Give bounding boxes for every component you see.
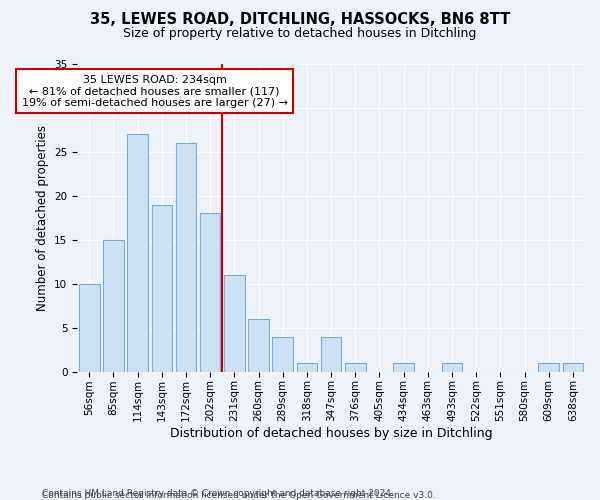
Bar — [248, 319, 269, 372]
Text: 35, LEWES ROAD, DITCHLING, HASSOCKS, BN6 8TT: 35, LEWES ROAD, DITCHLING, HASSOCKS, BN6… — [90, 12, 510, 28]
Y-axis label: Number of detached properties: Number of detached properties — [35, 125, 49, 311]
Bar — [176, 143, 196, 372]
Bar — [563, 363, 583, 372]
Bar — [442, 363, 462, 372]
Bar — [394, 363, 414, 372]
Bar — [79, 284, 100, 372]
Text: Contains public sector information licensed under the Open Government Licence v3: Contains public sector information licen… — [42, 491, 436, 500]
Bar — [103, 240, 124, 372]
X-axis label: Distribution of detached houses by size in Ditchling: Distribution of detached houses by size … — [170, 427, 493, 440]
Bar — [152, 204, 172, 372]
Bar — [321, 336, 341, 372]
Bar — [200, 214, 220, 372]
Bar — [296, 363, 317, 372]
Text: 35 LEWES ROAD: 234sqm
← 81% of detached houses are smaller (117)
19% of semi-det: 35 LEWES ROAD: 234sqm ← 81% of detached … — [22, 74, 287, 108]
Bar — [538, 363, 559, 372]
Bar — [127, 134, 148, 372]
Bar — [272, 336, 293, 372]
Bar — [224, 275, 245, 372]
Bar — [345, 363, 365, 372]
Text: Size of property relative to detached houses in Ditchling: Size of property relative to detached ho… — [124, 28, 476, 40]
Text: Contains HM Land Registry data © Crown copyright and database right 2024.: Contains HM Land Registry data © Crown c… — [42, 488, 394, 498]
